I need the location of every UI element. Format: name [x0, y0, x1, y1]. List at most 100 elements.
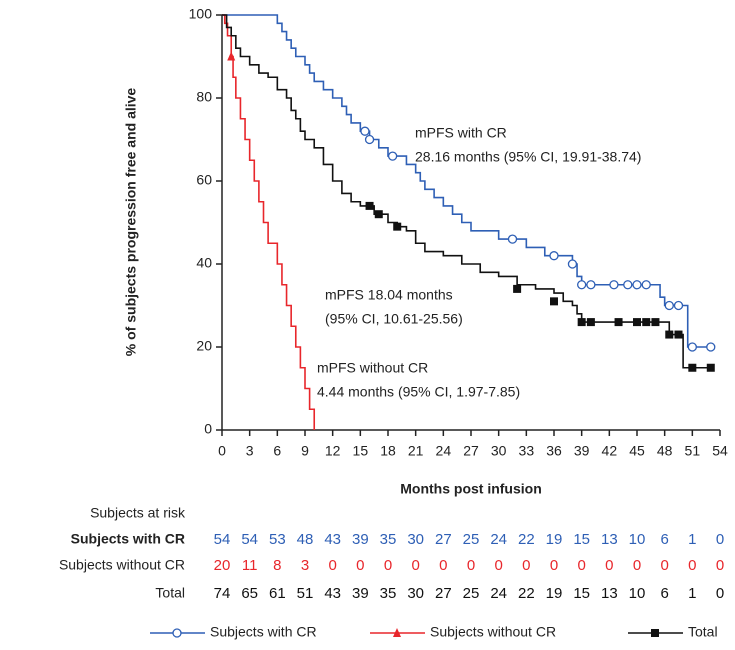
legend-marker	[393, 628, 401, 637]
censor-marker	[586, 318, 595, 327]
risk-count: 43	[324, 585, 341, 602]
risk-count: 65	[241, 585, 258, 602]
risk-count: 0	[467, 557, 475, 574]
legend-marker	[651, 629, 659, 637]
x-tick-label: 3	[246, 443, 254, 459]
risk-count: 0	[577, 557, 585, 574]
risk-count: 0	[660, 557, 668, 574]
censor-marker	[374, 210, 383, 219]
x-tick-label: 42	[602, 443, 618, 459]
risk-table-title: Subjects at risk	[90, 505, 186, 521]
risk-count: 0	[356, 557, 364, 574]
risk-count: 0	[328, 557, 336, 574]
y-tick-label: 100	[189, 6, 213, 22]
legend-label: Total	[688, 624, 718, 640]
risk-count: 1	[688, 531, 696, 548]
risk-count: 30	[407, 531, 424, 548]
y-axis-label: % of subjects progression free and alive	[123, 88, 139, 357]
risk-count: 53	[269, 531, 286, 548]
censor-marker	[577, 318, 586, 327]
risk-count: 24	[490, 531, 507, 548]
x-tick-label: 12	[325, 443, 341, 459]
censor-marker	[364, 134, 375, 145]
censor-marker	[706, 363, 715, 372]
censor-marker	[614, 318, 623, 327]
censor-marker	[387, 151, 398, 161]
y-tick-label: 20	[196, 338, 212, 354]
censor-marker	[360, 126, 370, 136]
y-tick-label: 0	[204, 421, 212, 437]
legend-label: Subjects without CR	[430, 624, 556, 640]
risk-count: 0	[522, 557, 530, 574]
risk-count: 15	[573, 585, 590, 602]
risk-count: 19	[546, 531, 563, 548]
y-tick-label: 80	[196, 89, 212, 105]
risk-count: 39	[352, 585, 369, 602]
x-tick-label: 30	[491, 443, 507, 459]
censor-marker	[687, 342, 697, 352]
risk-count: 54	[214, 531, 231, 548]
censor-marker	[665, 330, 674, 339]
censor-marker	[365, 201, 374, 210]
risk-count: 25	[463, 585, 480, 602]
risk-count: 11	[242, 557, 258, 574]
legend-marker	[172, 628, 182, 638]
risk-count: 0	[550, 557, 558, 574]
risk-count: 61	[269, 585, 286, 602]
annotation: 28.16 months (95% CI, 19.91-38.74)	[415, 149, 641, 165]
censor-marker	[507, 234, 518, 244]
risk-row-label: Subjects without CR	[59, 557, 185, 573]
risk-count: 1	[688, 585, 696, 602]
censor-marker	[651, 318, 660, 327]
risk-count: 54	[241, 531, 258, 548]
annotation: 4.44 months (95% CI, 1.97-7.85)	[317, 384, 520, 400]
x-tick-label: 0	[218, 443, 226, 459]
censor-marker	[609, 280, 619, 290]
risk-count: 6	[660, 585, 668, 602]
risk-count: 43	[324, 531, 341, 548]
censor-marker	[674, 330, 683, 339]
risk-count: 20	[214, 557, 231, 574]
censor-marker	[633, 318, 641, 327]
risk-row-label: Total	[155, 585, 185, 601]
risk-count: 27	[435, 585, 452, 602]
risk-count: 0	[494, 557, 502, 574]
risk-row-label: Subjects with CR	[71, 531, 185, 547]
survival-curve	[222, 14, 711, 369]
censor-marker	[577, 280, 587, 290]
risk-count: 10	[629, 585, 646, 602]
risk-count: 6	[660, 531, 668, 548]
x-axis-label: Months post infusion	[400, 481, 542, 497]
risk-count: 74	[214, 585, 231, 602]
censor-marker	[567, 259, 578, 269]
x-tick-label: 48	[657, 443, 673, 459]
survival-curve	[222, 14, 711, 348]
risk-count: 22	[518, 585, 535, 602]
censor-marker	[586, 280, 596, 290]
risk-count: 0	[439, 557, 447, 574]
risk-count: 39	[352, 531, 369, 548]
x-tick-label: 24	[436, 443, 452, 459]
risk-count: 0	[716, 531, 724, 548]
x-tick-label: 9	[301, 443, 309, 459]
censor-marker	[550, 297, 558, 306]
censor-marker	[623, 280, 633, 290]
annotation: mPFS without CR	[317, 360, 428, 376]
y-tick-label: 40	[196, 255, 212, 271]
censor-marker	[642, 318, 651, 327]
x-tick-label: 15	[353, 443, 369, 459]
risk-count: 0	[688, 557, 696, 574]
risk-count: 0	[411, 557, 419, 574]
censor-marker	[632, 280, 642, 290]
censor-marker	[664, 300, 674, 311]
risk-count: 22	[518, 531, 535, 548]
annotation: mPFS with CR	[415, 125, 507, 141]
risk-count: 48	[297, 531, 314, 548]
annotation: mPFS 18.04 months	[325, 287, 453, 303]
censor-marker	[513, 284, 522, 293]
risk-count: 19	[546, 585, 563, 602]
annotation: (95% CI, 10.61-25.56)	[325, 311, 463, 327]
legend-label: Subjects with CR	[210, 624, 317, 640]
censor-marker	[688, 363, 697, 372]
